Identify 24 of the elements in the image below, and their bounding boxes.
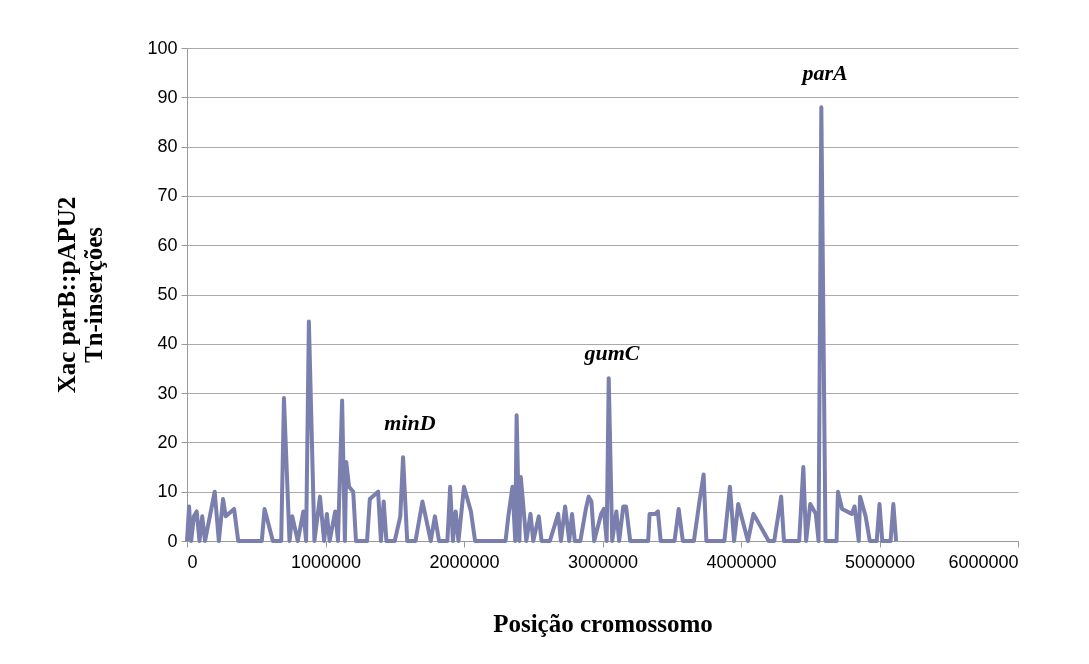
annotation: parA xyxy=(800,60,848,85)
y-tick-label: 90 xyxy=(157,86,178,107)
line-series xyxy=(185,105,899,543)
x-axis-title: Posição cromossomo xyxy=(493,609,713,637)
y-tick-label: 30 xyxy=(157,382,178,403)
annotation: gumC xyxy=(583,340,640,365)
y-tick-label: 70 xyxy=(157,185,178,206)
x-tick-label: 2000000 xyxy=(429,551,500,572)
annotation: minD xyxy=(384,410,436,435)
y-tick-label: 50 xyxy=(157,284,178,304)
x-tick-label: 6000000 xyxy=(948,551,1019,572)
y-tick-label: 100 xyxy=(147,37,178,58)
x-tick-label: 0 xyxy=(187,551,198,572)
x-tick-label: 4000000 xyxy=(706,551,777,572)
y-tick-label: 20 xyxy=(157,431,178,452)
y-tick-label: 0 xyxy=(167,530,178,551)
x-tick-label: 1000000 xyxy=(290,551,362,572)
y-tick-label: 40 xyxy=(157,333,178,354)
y-axis-title: Xac parB::pAPU2 Tn-inserções xyxy=(53,196,108,394)
x-tick-label: 3000000 xyxy=(567,551,639,572)
y-tick-label: 80 xyxy=(157,136,178,157)
y-tick-label: 10 xyxy=(157,481,178,502)
y-tick-label: 60 xyxy=(157,234,178,255)
x-tick-label: 5000000 xyxy=(844,551,916,572)
